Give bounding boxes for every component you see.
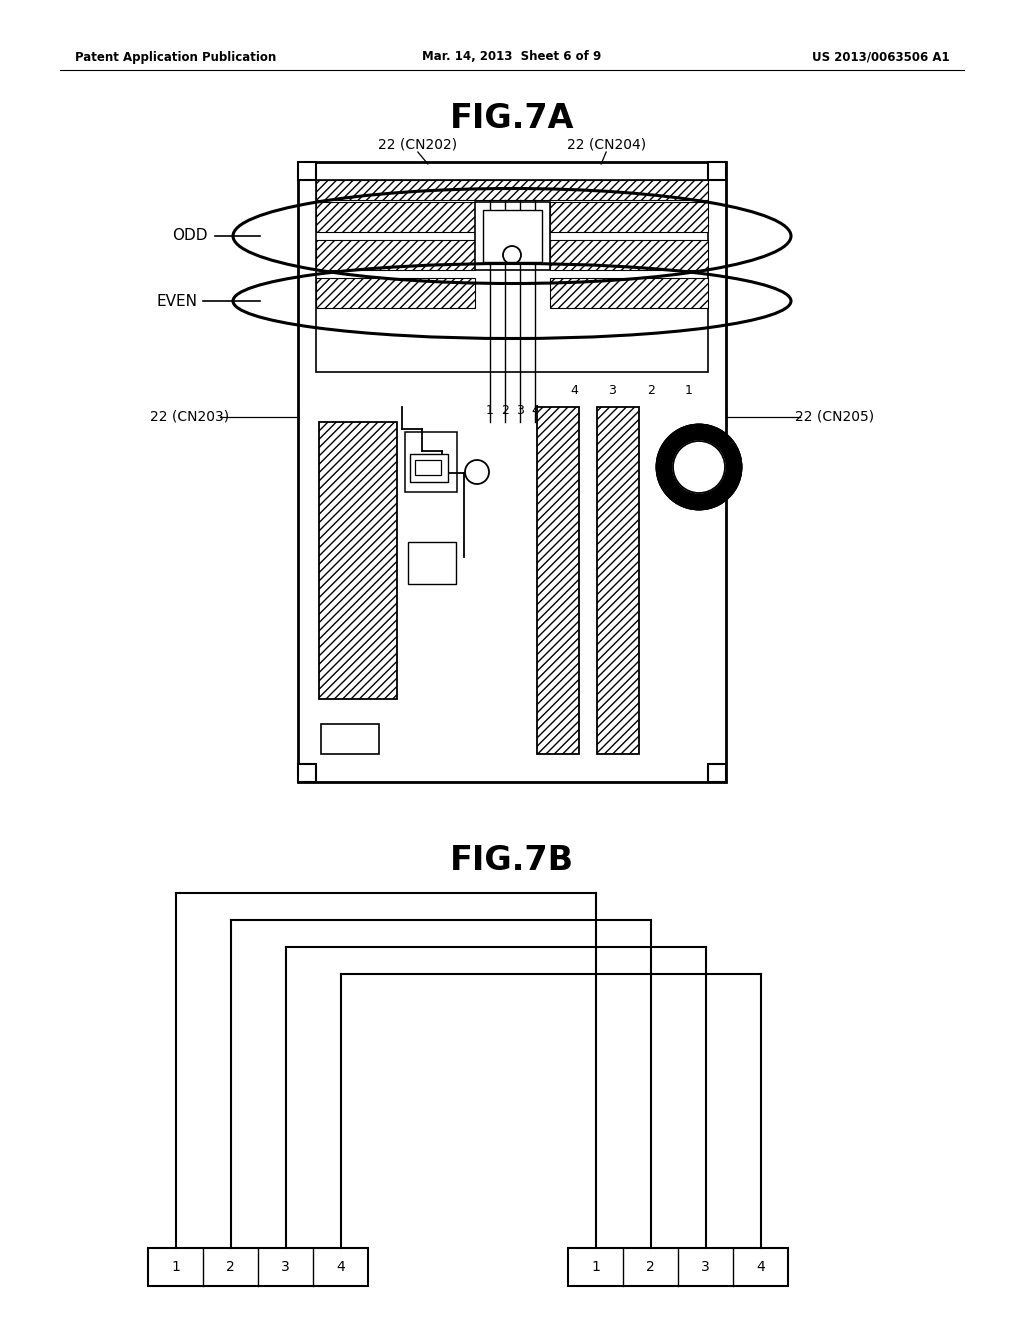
Text: Patent Application Publication: Patent Application Publication [75,50,276,63]
Bar [316,180,708,201]
Text: 2: 2 [501,404,509,417]
Text: 1: 1 [591,1261,600,1274]
Text: 2: 2 [646,1261,655,1274]
Bar [316,180,708,372]
Circle shape [673,441,725,492]
Text: 22 (CN204): 22 (CN204) [566,137,646,150]
Bar [298,162,316,180]
Bar [316,279,475,308]
Bar [550,240,708,271]
Bar [597,407,639,754]
Text: 1: 1 [171,1261,180,1274]
Bar [298,162,726,781]
Bar [708,764,726,781]
Bar [708,162,726,180]
Text: 22 (CN202): 22 (CN202) [378,137,458,150]
Circle shape [657,425,741,510]
Bar [321,723,379,754]
Bar [319,422,397,700]
Bar [148,1247,368,1286]
Bar [316,240,475,271]
Text: 2: 2 [647,384,654,396]
Bar [406,432,457,492]
Text: 3: 3 [516,404,524,417]
Text: 4: 4 [756,1261,765,1274]
Text: 3: 3 [701,1261,710,1274]
Bar [483,210,542,261]
Bar [550,202,708,232]
Bar [550,279,708,308]
Text: 22 (CN203): 22 (CN203) [151,411,229,424]
Bar [475,202,550,271]
Text: 4: 4 [336,1261,345,1274]
Text: ODD: ODD [172,228,208,243]
Text: US 2013/0063506 A1: US 2013/0063506 A1 [812,50,950,63]
Text: 3: 3 [282,1261,290,1274]
Text: 4: 4 [531,404,539,417]
Text: 22 (CN205): 22 (CN205) [796,411,874,424]
Bar [415,459,441,475]
Bar [408,543,456,583]
Bar [568,1247,788,1286]
Text: 4: 4 [570,384,579,396]
Text: 3: 3 [608,384,616,396]
Bar [298,764,316,781]
Bar [410,454,449,482]
Text: Mar. 14, 2013  Sheet 6 of 9: Mar. 14, 2013 Sheet 6 of 9 [422,50,602,63]
Text: 1: 1 [486,404,494,417]
Text: FIG.7B: FIG.7B [450,843,574,876]
Text: EVEN: EVEN [156,293,197,309]
Text: 1: 1 [685,384,693,396]
Text: FIG.7A: FIG.7A [450,102,574,135]
Bar [537,407,579,754]
Text: 2: 2 [226,1261,234,1274]
Bar [316,202,475,232]
